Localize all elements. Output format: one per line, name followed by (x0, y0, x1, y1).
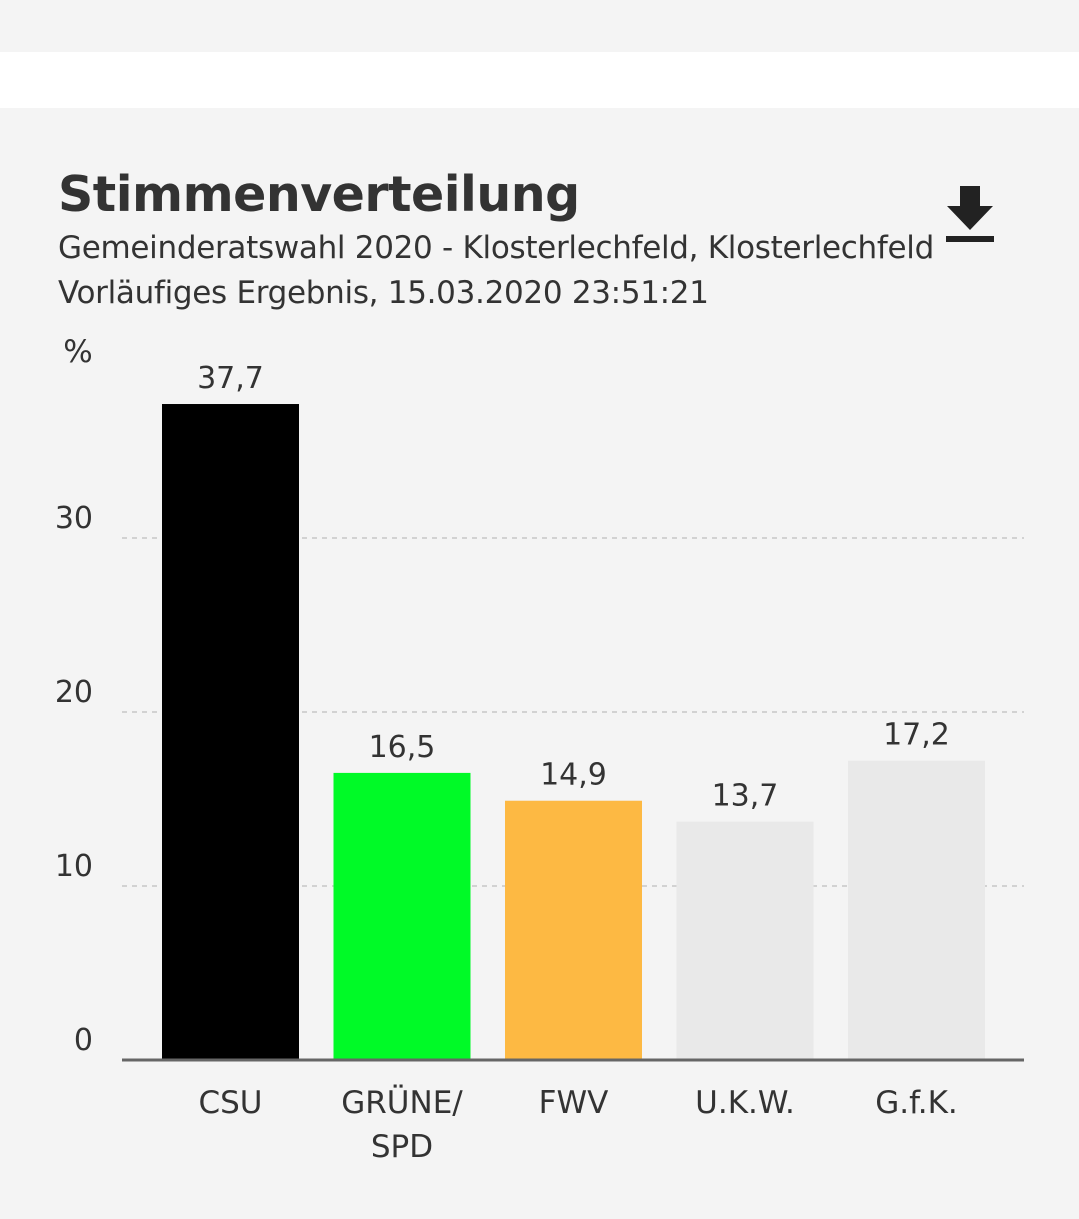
data-label: 13,7 (712, 779, 779, 814)
y-tick-label: 0 (74, 1023, 93, 1058)
y-axis-label: % (63, 334, 92, 370)
x-tick-label: FWV (539, 1085, 609, 1121)
result-status: Vorläufiges Ergebnis, 15.03.2020 23:51:2… (58, 275, 709, 311)
download-button[interactable] (944, 186, 996, 246)
x-tick-label: G.f.K. (875, 1085, 958, 1121)
data-label: 37,7 (197, 361, 264, 396)
chart-title: Stimmenverteilung (58, 166, 580, 223)
x-tick-label: CSU (198, 1085, 262, 1121)
x-tick-label: SPD (371, 1129, 433, 1165)
data-label: 16,5 (369, 730, 436, 765)
bar (848, 760, 985, 1060)
bar (676, 821, 814, 1060)
y-tick-label: 30 (55, 501, 93, 536)
data-label: 14,9 (540, 758, 607, 793)
bar (505, 800, 642, 1060)
download-icon (946, 186, 994, 242)
white-band (0, 52, 1079, 108)
x-tick-label: U.K.W. (695, 1085, 795, 1121)
bar (333, 772, 471, 1060)
y-tick-label: 10 (55, 849, 93, 884)
x-tick-label: GRÜNE/ (341, 1084, 463, 1121)
bar (162, 404, 299, 1060)
chart-subtitle: Gemeinderatswahl 2020 - Klosterlechfeld,… (58, 230, 934, 266)
top-bar (0, 0, 1079, 52)
data-label: 17,2 (883, 718, 950, 753)
y-tick-label: 20 (55, 675, 93, 710)
